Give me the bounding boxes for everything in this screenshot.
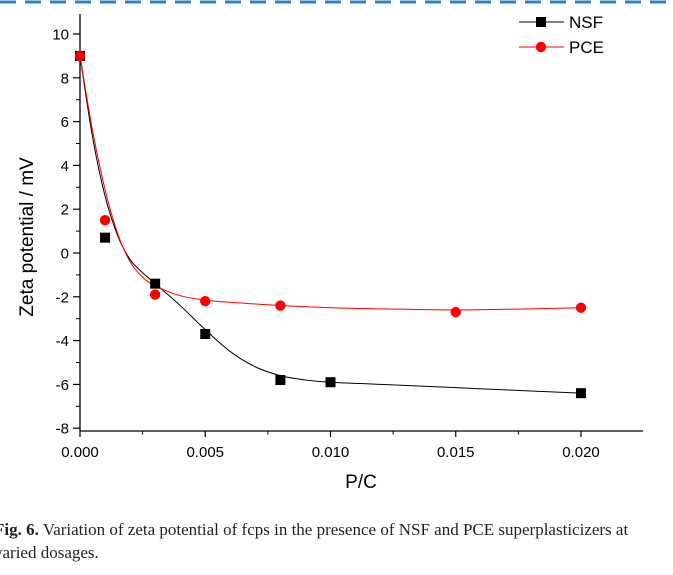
legend-label-nsf: NSF [569,13,603,32]
caption-label: Fig. 6. [0,520,39,539]
nsf-point [150,278,161,289]
top-border-dashes [0,0,673,4]
pce-point [200,295,211,307]
y-tick-label: -2 [56,289,69,306]
zeta-potential-chart: 0.000 0.005 0.010 0.015 0.020 -8 -6 -4 -2 0 2 4 6 8 1… [17,13,643,493]
x-tick-label: 0.000 [61,444,99,461]
y-tick-label: -6 [56,377,69,394]
y-tick-label: 10 [52,27,69,44]
pce-point [149,289,161,300]
y-tick-label: 0 [61,246,69,263]
y-tick-label: -8 [56,421,69,438]
pce-fit-curve [79,55,582,311]
nsf-point [325,377,336,388]
legend-marker-nsf [536,17,546,27]
nsf-point [200,329,211,340]
pce-point [74,50,86,62]
x-axis-label: P/C [345,472,377,493]
pce-point [575,302,587,313]
caption-text: Variation of zeta potential of fcps in t… [0,520,629,562]
legend-marker-pce [535,41,547,53]
x-tick-label: 0.020 [562,444,600,461]
nsf-point [100,232,111,243]
y-tick-label: 8 [61,70,69,87]
pce-point [450,306,461,318]
y-tick-label: -4 [56,333,69,350]
fit-curves [79,55,582,394]
y-axis-ticks: -8 -6 -4 -2 0 2 4 6 8 10 [52,27,80,438]
y-tick-label: 4 [61,158,69,175]
y-axis-label: Zeta potential / mV [17,157,38,317]
pce-point [99,214,111,226]
x-tick-label: 0.010 [312,444,350,461]
figure-caption: Fig. 6. Variation of zeta potential of f… [0,518,670,564]
x-tick-label: 0.015 [437,444,475,461]
nsf-point [576,388,586,399]
data-points [74,50,587,399]
x-tick-label: 0.005 [186,444,224,461]
x-axis-ticks: 0.000 0.005 0.010 0.015 0.020 [61,431,600,461]
y-tick-label: 6 [61,114,69,131]
legend: NSF PCE [519,13,604,57]
pce-point [275,300,286,311]
y-tick-label: 2 [61,202,69,219]
axes [79,14,643,432]
nsf-point [275,375,286,386]
legend-label-pce: PCE [569,38,604,57]
nsf-fit-curve [79,55,582,394]
